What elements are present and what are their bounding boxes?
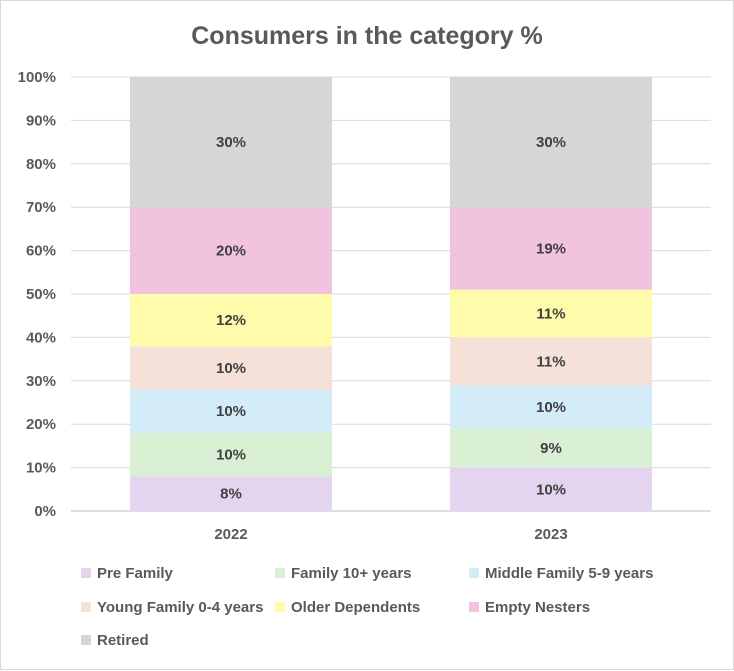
x-axis-ticks: 2022 2023 bbox=[214, 526, 567, 543]
legend-swatch bbox=[275, 568, 285, 578]
bar-segment bbox=[450, 467, 652, 511]
y-tick-label: 40% bbox=[26, 329, 56, 346]
bar-segment bbox=[130, 432, 332, 477]
chart-title: Consumers in the category % bbox=[191, 22, 542, 50]
y-tick-label: 100% bbox=[18, 69, 56, 86]
data-label: 10% bbox=[216, 403, 246, 420]
data-label: 11% bbox=[536, 353, 565, 370]
data-label: 10% bbox=[216, 447, 246, 464]
legend-swatch bbox=[469, 568, 479, 578]
y-tick-label: 30% bbox=[26, 373, 56, 390]
bar-segment bbox=[130, 294, 332, 347]
bar-segment bbox=[450, 428, 652, 468]
y-axis-ticks: 0% 10% 20% 30% 40% 50% 60% 70% 80% 90% 100% bbox=[18, 69, 56, 520]
legend-swatch bbox=[81, 635, 91, 645]
legend-swatch bbox=[469, 602, 479, 612]
data-label: 11% bbox=[536, 306, 565, 323]
data-label: 9% bbox=[540, 440, 562, 457]
data-label: 30% bbox=[216, 134, 246, 151]
bar-segment bbox=[130, 207, 332, 294]
data-label: 19% bbox=[536, 240, 566, 257]
legend-label: Retired bbox=[97, 632, 149, 649]
y-tick-label: 50% bbox=[26, 286, 56, 303]
y-tick-label: 70% bbox=[26, 199, 56, 216]
y-tick-label: 60% bbox=[26, 243, 56, 260]
legend: Pre Family Family 10+ years Middle Family … bbox=[81, 565, 653, 649]
legend-swatch bbox=[81, 602, 91, 612]
bar-segment bbox=[450, 289, 652, 338]
x-tick-label: 2022 bbox=[214, 526, 247, 543]
data-label: 10% bbox=[216, 360, 246, 377]
y-tick-label: 80% bbox=[26, 156, 56, 173]
data-label: 10% bbox=[536, 481, 566, 498]
legend-label: Empty Nesters bbox=[485, 599, 590, 616]
legend-label: Pre Family bbox=[97, 565, 174, 582]
legend-label: Young Family 0-4 years bbox=[97, 599, 263, 616]
bar-segment bbox=[450, 207, 652, 290]
legend-label: Older Dependents bbox=[291, 599, 420, 616]
data-label: 12% bbox=[216, 312, 246, 329]
bars: 8% 10% 10% 10% 12% 20% 30% 10% 9% 10% 11% 11% 19% 30% bbox=[130, 77, 652, 511]
data-label: 20% bbox=[216, 243, 246, 260]
legend-label: Family 10+ years bbox=[291, 565, 412, 582]
bar-segment bbox=[130, 77, 332, 208]
data-label: 8% bbox=[220, 486, 242, 503]
legend-swatch bbox=[81, 568, 91, 578]
y-tick-label: 0% bbox=[34, 503, 56, 520]
legend-label: Middle Family 5-9 years bbox=[485, 565, 653, 582]
bar-segment bbox=[130, 346, 332, 390]
bar-segment bbox=[130, 476, 332, 511]
bar-segment bbox=[450, 77, 652, 208]
bar-segment bbox=[130, 389, 332, 433]
data-label: 10% bbox=[536, 399, 566, 416]
y-tick-label: 10% bbox=[26, 460, 56, 477]
data-label: 30% bbox=[536, 134, 566, 151]
legend-swatch bbox=[275, 602, 285, 612]
bar-segment bbox=[450, 385, 652, 429]
x-tick-label: 2023 bbox=[534, 526, 567, 543]
y-tick-label: 20% bbox=[26, 416, 56, 433]
bar-segment bbox=[450, 337, 652, 386]
y-tick-label: 90% bbox=[26, 112, 56, 129]
